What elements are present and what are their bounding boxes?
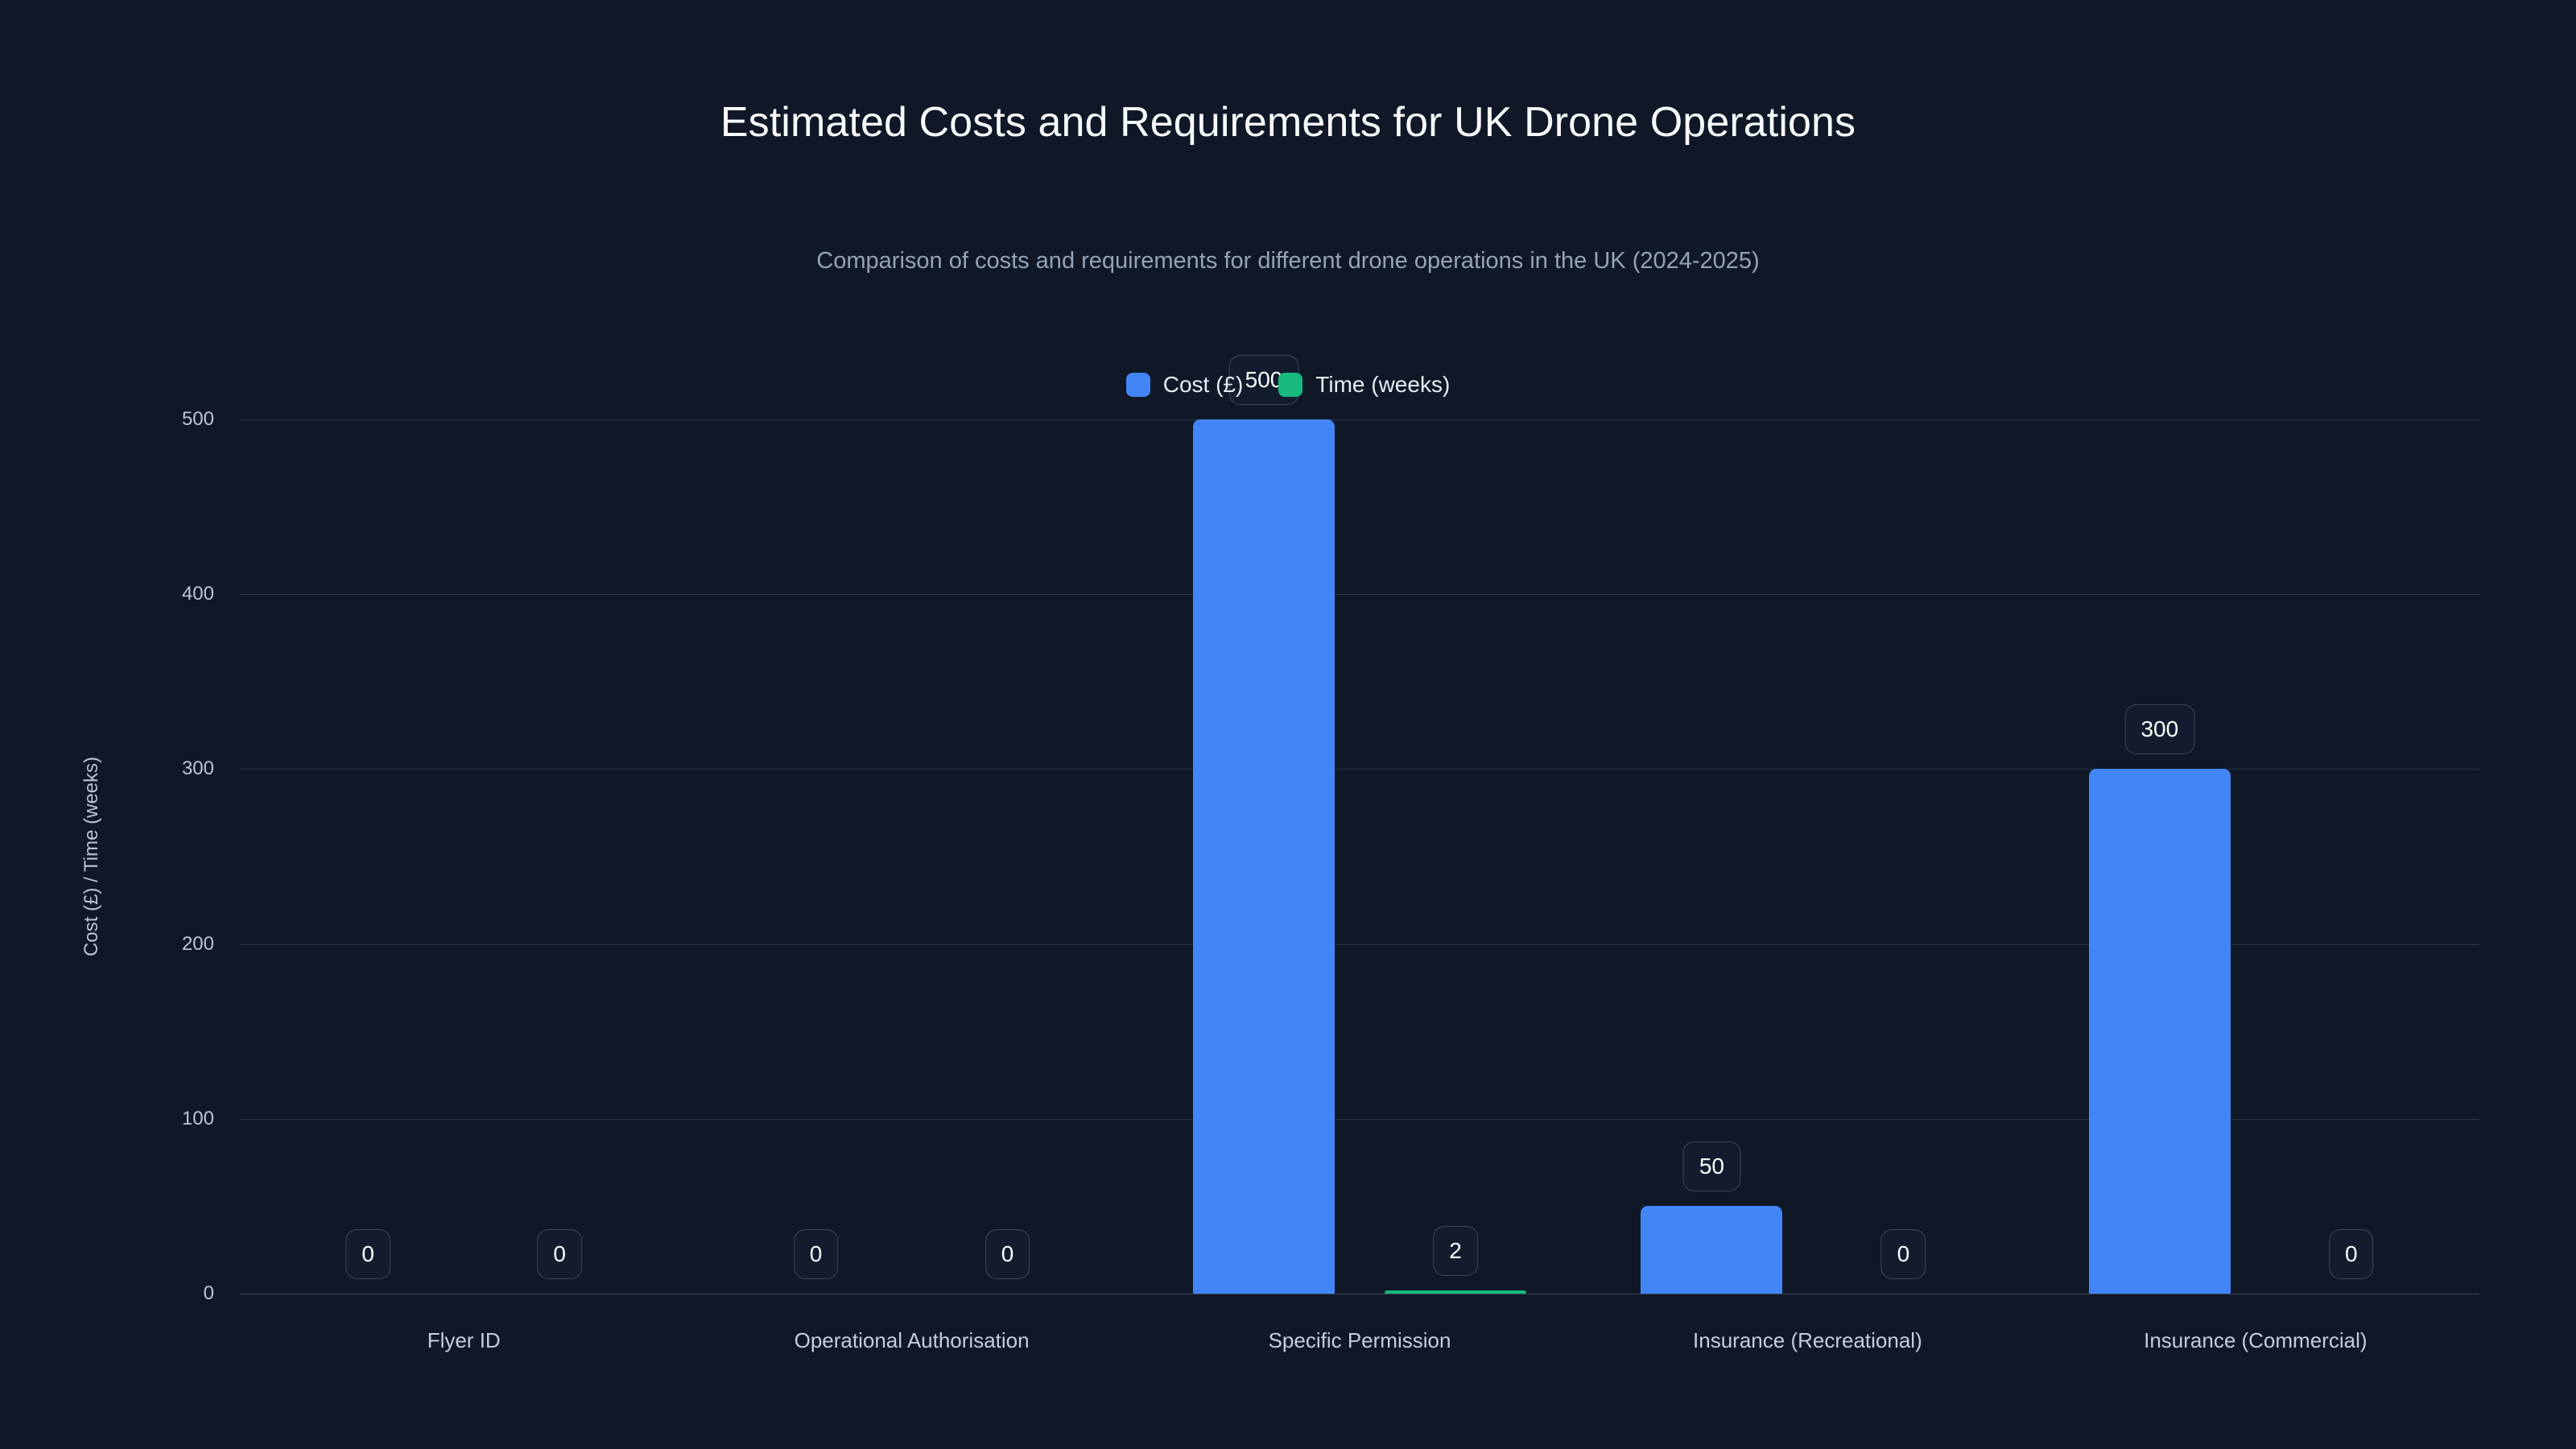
gridline-100 — [240, 1118, 2479, 1120]
bar-time-2[interactable] — [1385, 1290, 1526, 1294]
y-tick-label-500: 500 — [181, 408, 214, 430]
chart-subtitle: Comparison of costs and requirements for… — [816, 248, 1760, 274]
y-axis-title: Cost (£) / Time (weeks) — [80, 756, 102, 957]
plot-area: 0 0 0 0 500 2 50 0 300 0 — [240, 355, 2479, 1294]
data-label-time-2: 2 — [1433, 1225, 1478, 1276]
y-tick-label-100: 100 — [181, 1107, 214, 1129]
data-label-cost-4: 300 — [2124, 704, 2195, 755]
y-tick-label-300: 300 — [181, 758, 214, 780]
legend-label: Cost (£) — [1162, 372, 1244, 397]
x-tick-label-0: Flyer ID — [427, 1328, 501, 1352]
data-label-time-3: 0 — [1880, 1229, 1926, 1279]
gridline-400 — [240, 594, 2479, 596]
data-label-time-0: 0 — [537, 1229, 582, 1279]
legend-label: Time (weeks) — [1315, 372, 1451, 397]
gridline-500 — [240, 419, 2479, 420]
bar-cost-4[interactable] — [2088, 769, 2231, 1294]
bar-cost-3[interactable] — [1641, 1206, 1783, 1294]
x-tick-label-1: Operational Authorisation — [794, 1328, 1030, 1352]
x-tick-label-4: Insurance (Commercial) — [2144, 1328, 2368, 1352]
bar-cost-2[interactable] — [1193, 419, 1335, 1294]
data-label-time-4: 0 — [2329, 1229, 2374, 1279]
chart-title: Estimated Costs and Requirements for UK … — [720, 99, 1856, 146]
chart-legend: Cost (£) Time (weeks) — [0, 372, 2576, 398]
x-tick-label-3: Insurance (Recreational) — [1693, 1328, 1922, 1352]
legend-item-cost[interactable]: Cost (£) — [1125, 372, 1244, 398]
data-label-cost-1: 0 — [793, 1229, 839, 1279]
data-label-cost-3: 50 — [1682, 1141, 1740, 1192]
gridline-300 — [240, 769, 2479, 770]
x-tick-label-2: Specific Permission — [1268, 1328, 1451, 1352]
y-tick-label-200: 200 — [181, 932, 214, 955]
data-label-cost-0: 0 — [345, 1229, 390, 1279]
data-label-time-1: 0 — [985, 1229, 1030, 1279]
legend-swatch-time — [1278, 373, 1303, 397]
y-tick-label-400: 400 — [181, 583, 214, 605]
legend-item-time[interactable]: Time (weeks) — [1278, 372, 1450, 398]
legend-swatch-cost — [1125, 373, 1150, 397]
y-axis-title-holder: Cost (£) / Time (weeks) — [80, 419, 105, 1294]
y-tick-label-0: 0 — [203, 1282, 214, 1304]
gridline-200 — [240, 943, 2479, 945]
